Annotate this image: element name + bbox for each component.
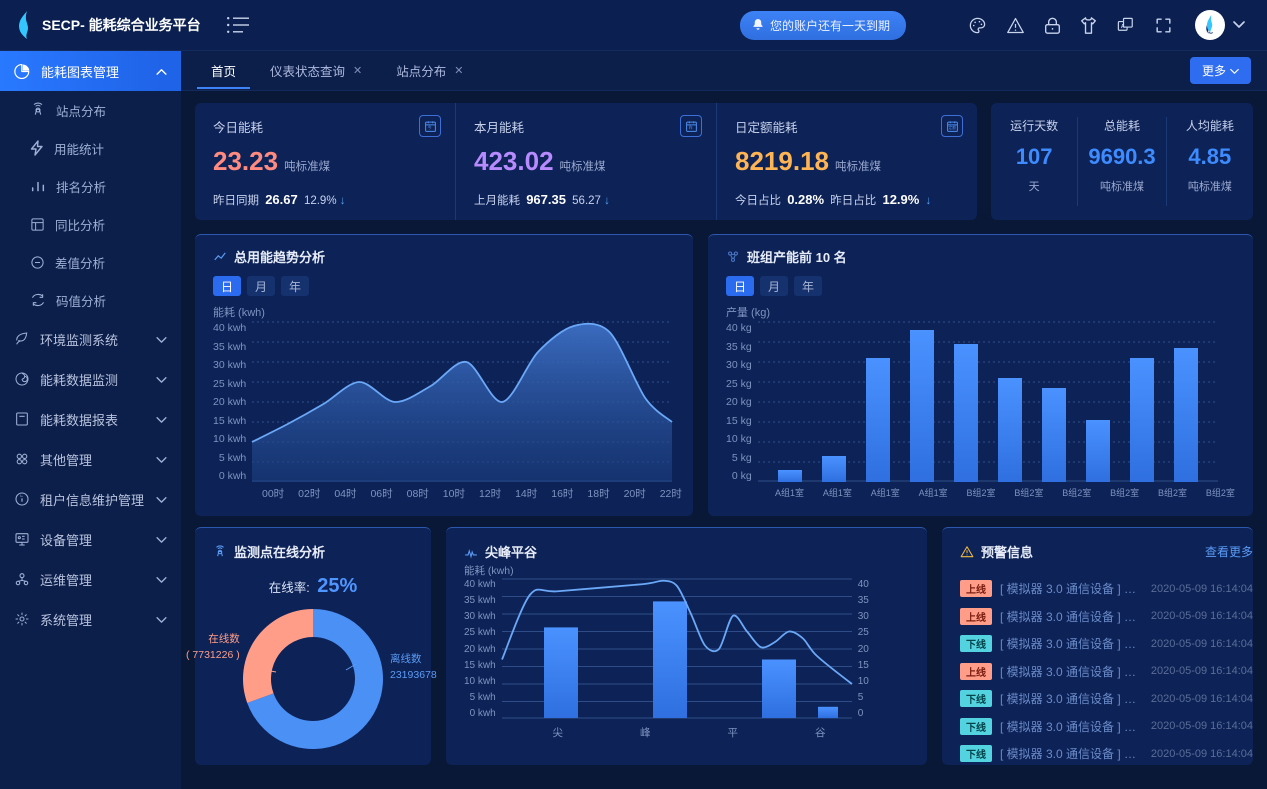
svg-text:今: 今	[427, 125, 431, 130]
svg-text:昨: 昨	[688, 125, 692, 130]
svg-text:i: i	[20, 493, 21, 498]
svg-text:定额: 定额	[948, 125, 956, 130]
svg-text:A: A	[1121, 24, 1125, 30]
